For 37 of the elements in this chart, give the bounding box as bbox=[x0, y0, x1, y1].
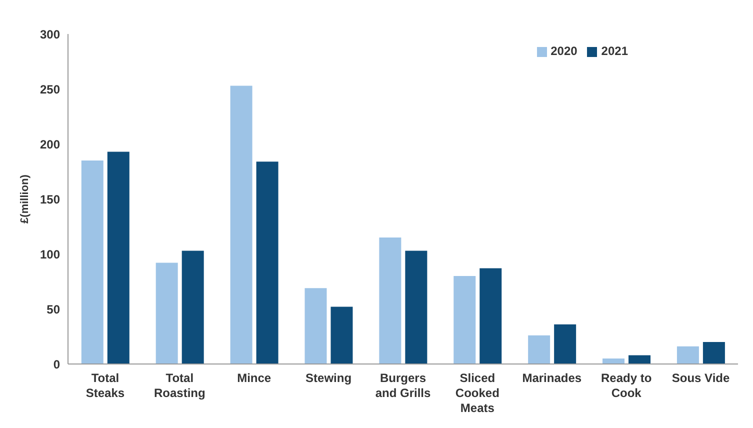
y-tick-label: 0 bbox=[53, 357, 60, 372]
bar bbox=[528, 335, 550, 364]
bar bbox=[702, 342, 725, 364]
bar bbox=[107, 152, 130, 364]
bar bbox=[156, 262, 178, 364]
x-tick-label: Burgers and Grills bbox=[375, 371, 431, 400]
x-tick-label: Marinades bbox=[522, 371, 582, 385]
y-axis-title: £(million) bbox=[18, 174, 31, 224]
x-tick-label: Stewing bbox=[306, 371, 352, 385]
y-tick-label: 250 bbox=[40, 82, 60, 96]
bar bbox=[628, 355, 651, 364]
bar bbox=[602, 358, 625, 364]
bar bbox=[256, 162, 278, 364]
y-tick-label: 300 bbox=[40, 27, 60, 42]
x-tick-label: Sliced Cooked Meats bbox=[455, 371, 500, 415]
bar bbox=[454, 276, 476, 364]
bar bbox=[330, 306, 353, 364]
bar bbox=[304, 288, 327, 364]
bar bbox=[230, 86, 252, 364]
bar bbox=[81, 160, 104, 364]
y-tick-label: 100 bbox=[40, 247, 60, 262]
bar bbox=[676, 346, 699, 364]
legend-label: 2021 bbox=[601, 44, 628, 58]
x-tick-label: Total Roasting bbox=[154, 371, 206, 400]
bar bbox=[554, 324, 576, 364]
x-tick-label: Total Steaks bbox=[86, 371, 125, 400]
x-tick-label: Sous Vide bbox=[672, 371, 730, 385]
bar bbox=[379, 238, 402, 364]
bar bbox=[480, 268, 502, 364]
y-tick-label: 200 bbox=[40, 137, 60, 152]
x-tick-label: Mince bbox=[237, 371, 272, 385]
legend-label: 2020 bbox=[550, 44, 578, 58]
bar bbox=[405, 250, 428, 364]
bar bbox=[182, 250, 204, 364]
y-tick-label: 50 bbox=[46, 302, 60, 316]
y-tick-label: 150 bbox=[40, 192, 60, 206]
x-tick-label: Ready to Cook bbox=[600, 371, 652, 400]
